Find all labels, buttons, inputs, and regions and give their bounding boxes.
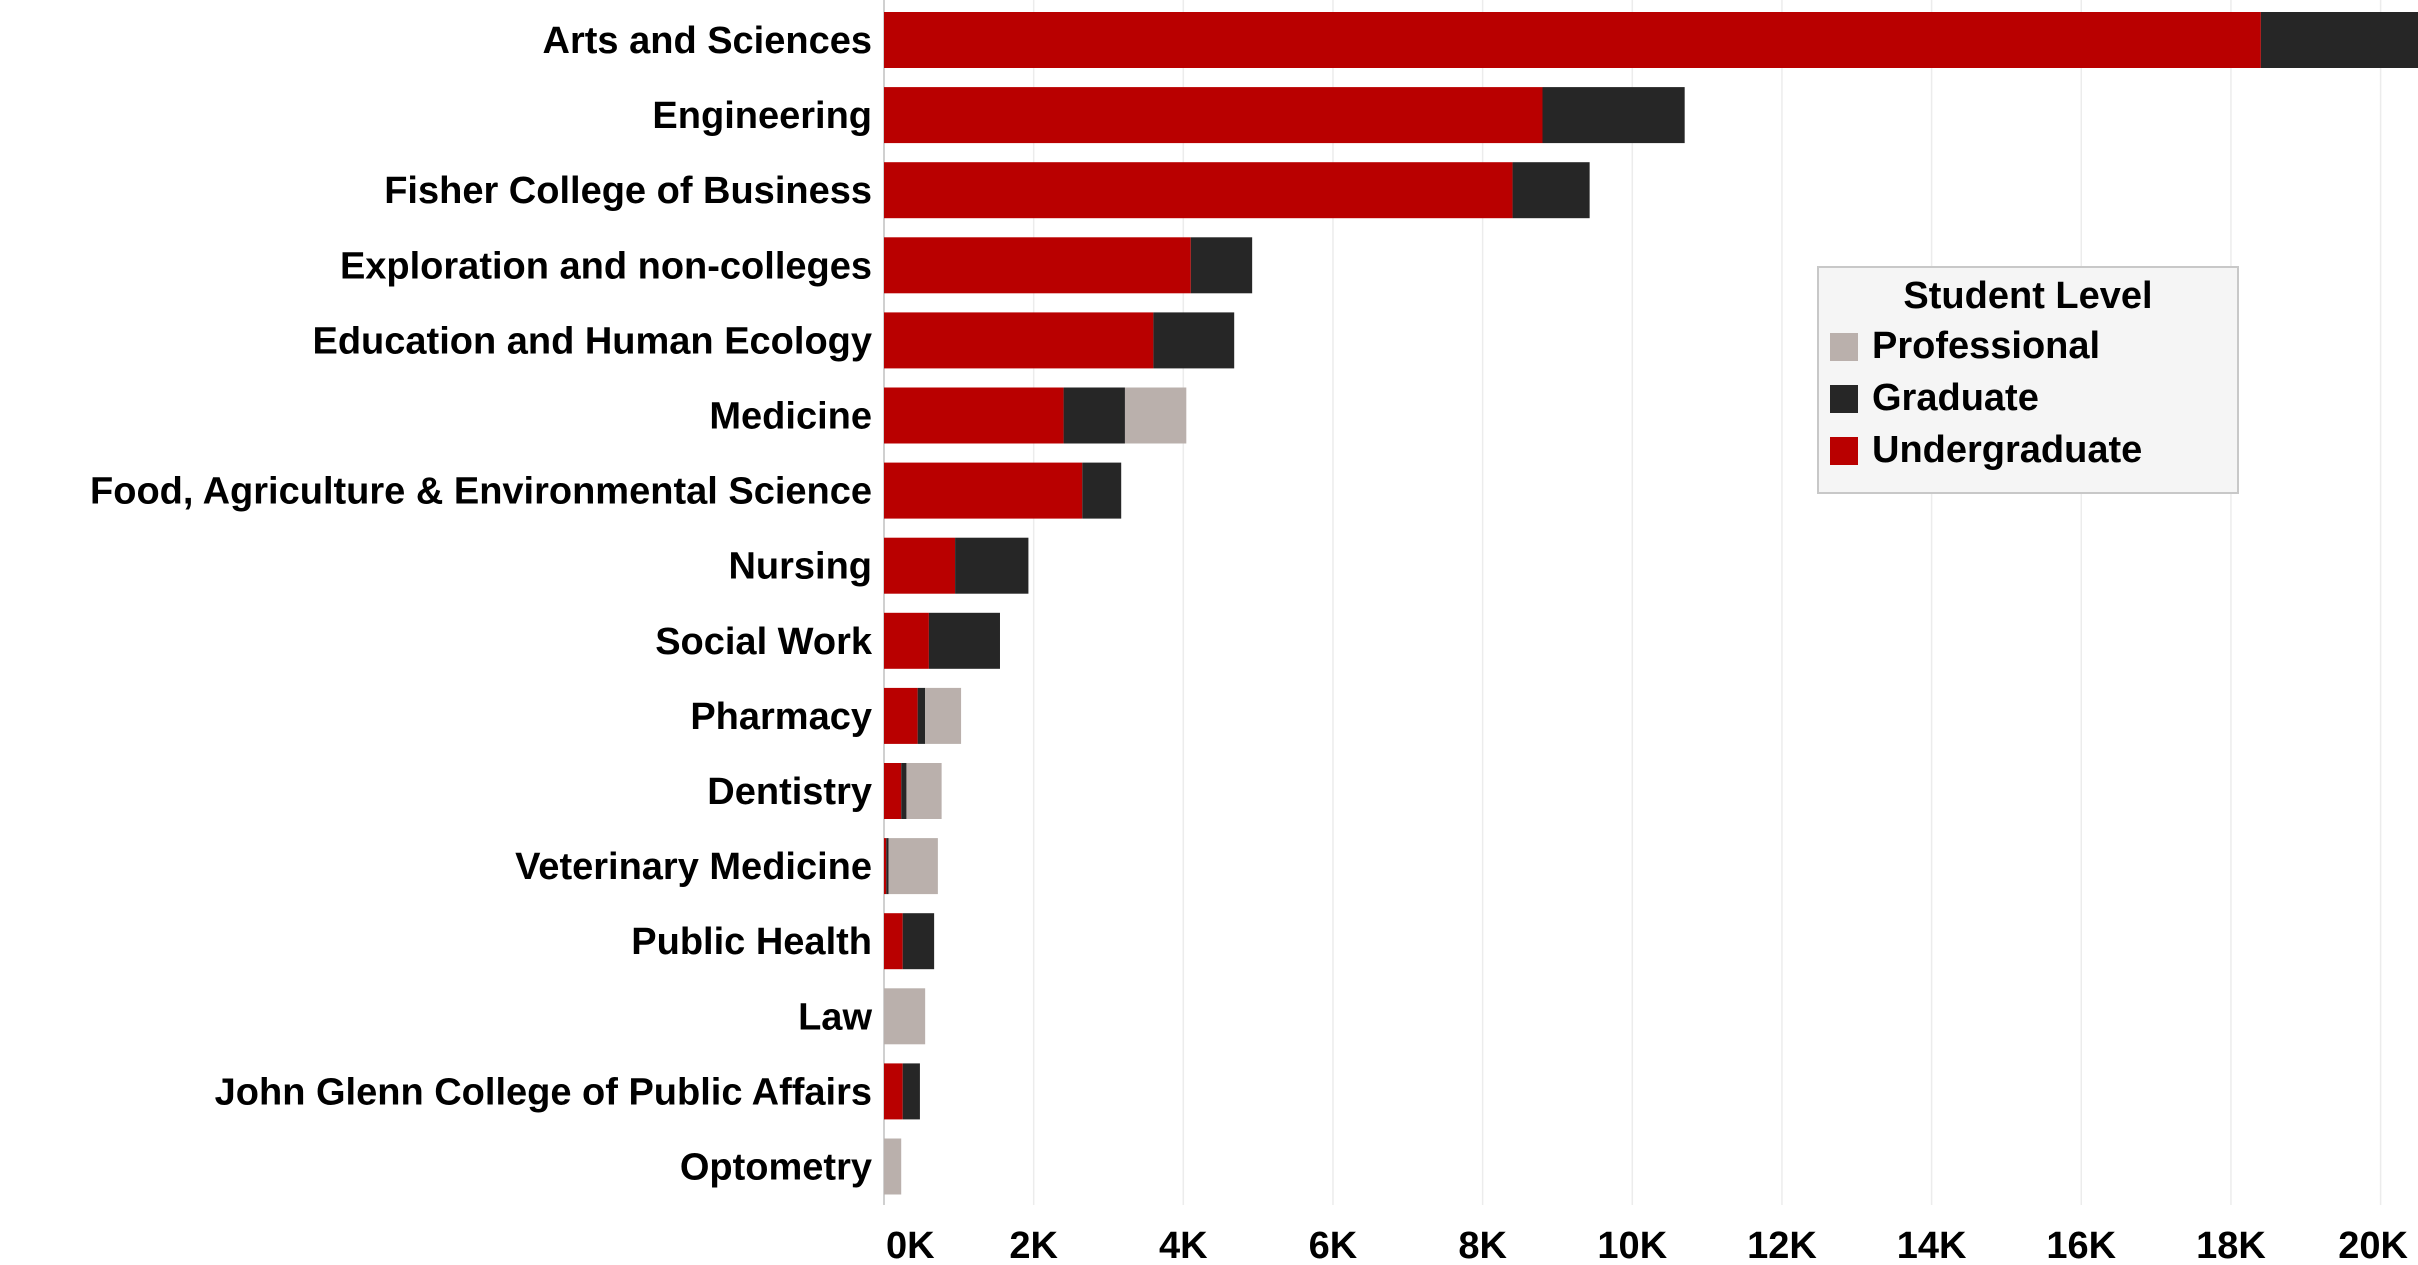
category-label: Education and Human Ecology bbox=[313, 320, 873, 362]
legend-title: Student Level bbox=[1903, 275, 2152, 317]
x-tick-label: 6K bbox=[1309, 1225, 1358, 1265]
x-tick-label: 4K bbox=[1159, 1225, 1208, 1265]
legend-label-graduate: Graduate bbox=[1872, 377, 2039, 419]
x-axis-ticks: 0K 2K 4K 6K 8K 10K 12K 14K 16K 18K 20K bbox=[886, 1225, 2409, 1265]
x-tick-label: 0K bbox=[886, 1225, 935, 1265]
category-label: Engineering bbox=[652, 95, 872, 137]
x-tick-label: 14K bbox=[1897, 1225, 1967, 1265]
bar-graduate-9 bbox=[917, 687, 926, 744]
bar-graduate-10 bbox=[901, 763, 907, 819]
category-label: Optometry bbox=[680, 1147, 872, 1189]
bar-undergraduate-9 bbox=[884, 687, 918, 744]
bar-undergraduate-12 bbox=[884, 913, 903, 970]
bar-professional-9 bbox=[925, 687, 962, 744]
bar-professional-5 bbox=[1124, 387, 1187, 444]
bar-graduate-0 bbox=[2260, 12, 2418, 68]
bar-undergraduate-8 bbox=[884, 612, 929, 669]
bar-graduate-7 bbox=[955, 537, 1029, 594]
bar-undergraduate-10 bbox=[884, 763, 902, 819]
category-label: Exploration and non-colleges bbox=[340, 245, 872, 287]
legend-swatch-professional bbox=[1830, 333, 1858, 361]
legend-label-professional: Professional bbox=[1872, 325, 2100, 367]
legend-swatch-undergraduate bbox=[1830, 437, 1858, 465]
legend-label-undergraduate: Undergraduate bbox=[1872, 429, 2142, 471]
bar-professional-10 bbox=[906, 763, 942, 819]
bar-undergraduate-4 bbox=[884, 312, 1154, 369]
category-label: Social Work bbox=[655, 621, 873, 663]
bar-undergraduate-11 bbox=[884, 838, 887, 895]
bar-professional-13 bbox=[884, 988, 926, 1045]
category-label: Public Health bbox=[631, 921, 872, 963]
bar-undergraduate-0 bbox=[884, 12, 2261, 68]
category-label: Dentistry bbox=[707, 771, 872, 813]
x-tick-label: 10K bbox=[1597, 1225, 1667, 1265]
legend-swatch-graduate bbox=[1830, 385, 1858, 413]
bar-graduate-12 bbox=[902, 913, 935, 970]
x-tick-label: 8K bbox=[1458, 1225, 1507, 1265]
bar-graduate-8 bbox=[928, 612, 1000, 669]
x-tick-label: 18K bbox=[2196, 1225, 2266, 1265]
bar-professional-15 bbox=[884, 1138, 902, 1195]
x-tick-label: 16K bbox=[2046, 1225, 2116, 1265]
bar-graduate-11 bbox=[886, 838, 889, 895]
bar-graduate-3 bbox=[1190, 237, 1253, 294]
bar-graduate-1 bbox=[1542, 87, 1685, 144]
bars bbox=[884, 12, 2418, 1195]
bar-graduate-14 bbox=[902, 1063, 920, 1120]
bar-undergraduate-3 bbox=[884, 237, 1191, 294]
category-label: Nursing bbox=[728, 546, 872, 588]
bar-professional-11 bbox=[888, 838, 938, 895]
category-labels: Arts and Sciences Engineering Fisher Colle… bbox=[90, 20, 873, 1189]
legend-box bbox=[1817, 266, 2239, 494]
x-tick-label: 2K bbox=[1009, 1225, 1058, 1265]
category-label: Veterinary Medicine bbox=[515, 846, 872, 888]
bar-undergraduate-5 bbox=[884, 387, 1064, 444]
x-tick-label: 12K bbox=[1747, 1225, 1817, 1265]
bar-undergraduate-1 bbox=[884, 87, 1543, 144]
bar-graduate-2 bbox=[1512, 162, 1590, 219]
category-label: Pharmacy bbox=[690, 696, 872, 738]
category-label: Law bbox=[798, 996, 872, 1038]
bar-undergraduate-2 bbox=[884, 162, 1513, 219]
x-tick-label: 20K bbox=[2338, 1225, 2408, 1265]
legend: Student Level Professional Graduate Underg… bbox=[1817, 266, 2239, 494]
category-label: Arts and Sciences bbox=[543, 20, 872, 62]
category-label: Food, Agriculture & Environmental Scienc… bbox=[90, 471, 872, 513]
bar-graduate-4 bbox=[1153, 312, 1235, 369]
bar-undergraduate-14 bbox=[884, 1063, 903, 1120]
bar-graduate-5 bbox=[1063, 387, 1125, 444]
bar-undergraduate-7 bbox=[884, 537, 956, 594]
category-label: Fisher College of Business bbox=[384, 170, 872, 212]
bar-graduate-6 bbox=[1082, 462, 1122, 519]
category-label: Medicine bbox=[709, 396, 872, 438]
category-label: John Glenn College of Public Affairs bbox=[215, 1071, 872, 1113]
bar-undergraduate-6 bbox=[884, 462, 1083, 519]
